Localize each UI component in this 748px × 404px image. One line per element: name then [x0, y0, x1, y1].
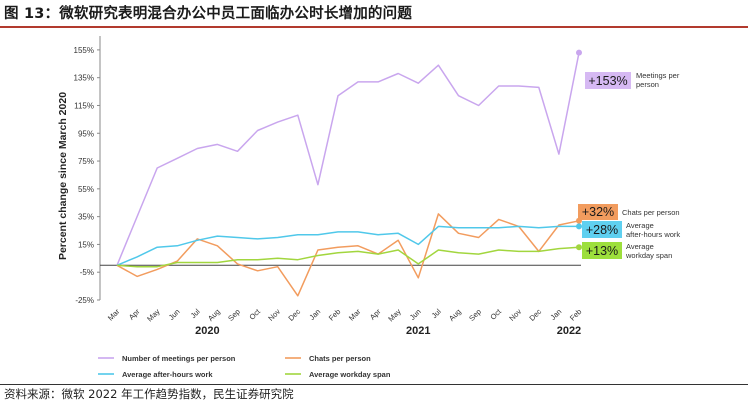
year-label: 2022 — [557, 325, 581, 337]
source-rule — [0, 384, 748, 385]
y-tick-label: -5% — [80, 268, 94, 277]
end-value-label: +153% — [588, 74, 627, 88]
x-tick-label: Jan — [307, 307, 322, 322]
series-line — [116, 52, 580, 266]
y-tick-label: 35% — [78, 213, 94, 222]
end-value-badge — [582, 221, 622, 238]
x-tick-label: Jan — [548, 307, 563, 322]
x-tick-label: Oct — [488, 306, 503, 321]
end-note-text: after-hours work — [626, 230, 680, 239]
x-tick-label: Feb — [327, 307, 343, 323]
end-note-text: workday span — [625, 251, 672, 260]
end-note-text: Average — [626, 242, 654, 251]
legend-label: Number of meetings per person — [122, 354, 236, 363]
series-line — [116, 213, 580, 297]
figure-title: 图 13：微软研究表明混合办公中员工面临办公时长增加的问题 — [4, 6, 413, 22]
x-tick-label: Dec — [527, 307, 543, 323]
x-tick-label: Nov — [266, 307, 282, 323]
end-value-label: +32% — [582, 205, 614, 219]
series-line — [116, 225, 579, 266]
x-tick-label: Mar — [106, 307, 122, 323]
end-note-text: Average — [626, 221, 654, 230]
y-axis-title: Percent change since March 2020 — [57, 92, 69, 260]
legend-label: Average after-hours work — [122, 370, 213, 379]
x-tick-label: Jun — [408, 307, 423, 322]
end-value-badge — [578, 204, 618, 220]
series-end-marker — [576, 49, 582, 56]
x-tick-label: Feb — [568, 307, 584, 323]
x-tick-label: Jun — [167, 307, 182, 322]
y-tick-label: 75% — [78, 157, 94, 166]
x-tick-label: Sep — [467, 307, 483, 323]
x-tick-label: Mar — [347, 307, 363, 323]
x-tick-label: May — [386, 307, 403, 324]
end-value-label: +13% — [586, 244, 618, 258]
x-tick-label: Dec — [286, 307, 302, 323]
end-note-text: person — [636, 80, 659, 89]
x-tick-label: Apr — [368, 307, 383, 322]
end-value-badge — [582, 242, 622, 259]
y-tick-label: -25% — [75, 296, 94, 305]
source-note: 资料来源：微软 2022 年工作趋势指数，民生证券研究院 — [4, 387, 294, 401]
x-tick-label: Apr — [127, 307, 142, 322]
y-tick-label: 15% — [78, 240, 94, 249]
x-tick-label: Aug — [206, 307, 222, 323]
y-tick-label: 115% — [74, 101, 94, 110]
x-tick-label: Nov — [507, 307, 523, 323]
x-tick-label: Oct — [247, 306, 262, 321]
x-tick-label: Jul — [189, 307, 202, 320]
x-tick-label: May — [145, 307, 162, 324]
legend-label: Average workday span — [309, 370, 391, 379]
series-end-marker — [576, 244, 582, 251]
year-label: 2020 — [195, 325, 219, 337]
y-tick-label: 55% — [78, 185, 94, 194]
x-tick-label: Jul — [430, 307, 443, 320]
y-tick-label: 95% — [78, 129, 94, 138]
end-value-badge — [585, 72, 631, 89]
series-end-marker — [576, 223, 582, 230]
title-rule — [0, 26, 748, 28]
end-value-label: +28% — [586, 223, 618, 237]
year-label: 2021 — [406, 325, 430, 337]
y-tick-label: 155% — [74, 46, 94, 55]
y-tick-label: 135% — [74, 74, 94, 83]
line-chart: -25% -5% 15% 35% 55% 75% 95% 115% 135% 155% Percen… — [57, 36, 680, 379]
x-tick-label: Sep — [226, 307, 242, 323]
end-note-text: Meetings per — [636, 71, 680, 80]
legend-label: Chats per person — [309, 354, 371, 363]
end-note-text: Chats per person — [622, 208, 680, 217]
series-line — [116, 246, 580, 268]
x-tick-label: Aug — [447, 307, 463, 323]
